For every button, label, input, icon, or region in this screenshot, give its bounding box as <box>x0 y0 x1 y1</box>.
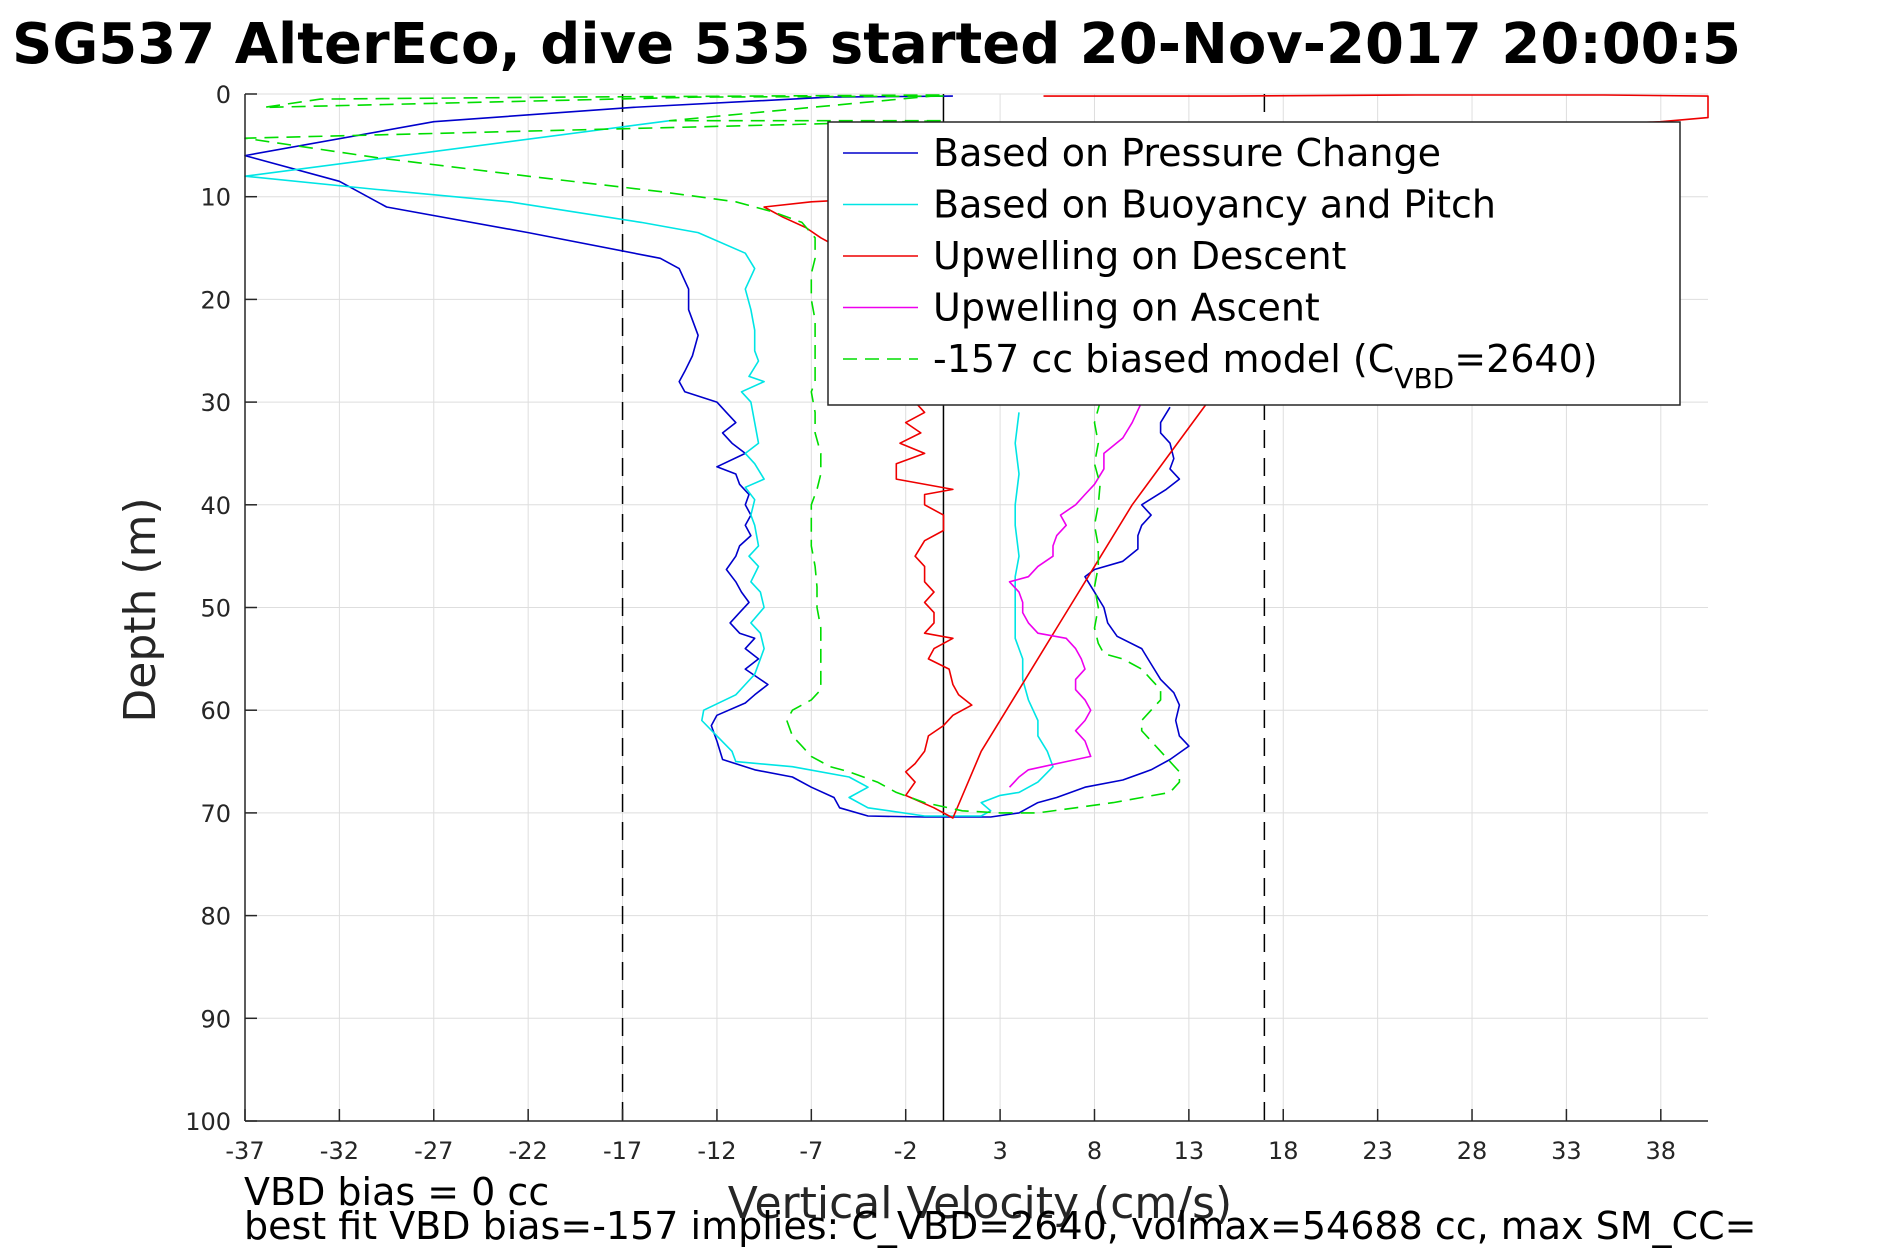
x-tick-label: 18 <box>1268 1137 1299 1165</box>
series-line-4 <box>1008 401 1143 788</box>
x-tick-label: -37 <box>225 1137 264 1165</box>
series-line-2 <box>244 119 1054 817</box>
y-tick-label: 10 <box>200 184 231 212</box>
x-tick-label: -2 <box>894 1137 918 1165</box>
x-tick-label: -17 <box>603 1137 642 1165</box>
y-tick-label: 0 <box>216 81 231 109</box>
x-tick-label: 38 <box>1646 1137 1677 1165</box>
y-tick-label: 50 <box>200 595 231 623</box>
legend-label-1: Based on Pressure Change <box>933 131 1441 175</box>
x-tick-label: -22 <box>509 1137 548 1165</box>
y-axis-label: Depth (m) <box>115 497 166 722</box>
series-line-5 <box>244 94 1181 814</box>
legend-box <box>827 121 1681 406</box>
footer-line-1: VBD bias = 0 cc <box>244 1170 549 1214</box>
series-lines <box>244 94 1709 819</box>
legend-label-2: Based on Buoyancy and Pitch <box>933 183 1496 227</box>
x-tick-label: 23 <box>1362 1137 1393 1165</box>
x-tick-label: 28 <box>1457 1137 1488 1165</box>
y-tick-label: 70 <box>200 800 231 828</box>
y-tick-label: 40 <box>200 492 231 520</box>
x-axis-label: Vertical Velocity (cm/s) <box>728 1178 1232 1229</box>
y-tick-label: 60 <box>200 697 231 725</box>
series-line-1 <box>244 95 1190 818</box>
y-tick-label: 20 <box>200 286 231 314</box>
footer-line-2: best fit VBD bias=-157 implies: C_VBD=26… <box>244 1204 1756 1248</box>
x-tick-label: -32 <box>320 1137 359 1165</box>
x-tick-label: 3 <box>992 1137 1007 1165</box>
x-tick-label: -27 <box>414 1137 453 1165</box>
x-tick-label: 33 <box>1551 1137 1582 1165</box>
x-tick-label: 8 <box>1087 1137 1102 1165</box>
y-tick-label: 80 <box>200 903 231 931</box>
chart-title: SG537 AlterEco, dive 535 started 20-Nov-… <box>12 12 1741 77</box>
x-tick-label: -7 <box>799 1137 823 1165</box>
x-tick-label: 13 <box>1174 1137 1205 1165</box>
legend: Based on Pressure Change Based on Buoyanc… <box>827 121 1681 406</box>
legend-label-4: Upwelling on Ascent <box>933 286 1320 330</box>
x-tick-label: -12 <box>697 1137 736 1165</box>
axis-ticks: -37 -32 -27 -22 -17 -12 -7 -2 3 8 13 18 23 28 33 380102… <box>185 81 1676 1165</box>
y-tick-label: 100 <box>185 1108 231 1136</box>
legend-label-3: Upwelling on Descent <box>933 234 1346 278</box>
y-tick-label: 90 <box>200 1005 231 1033</box>
y-tick-label: 30 <box>200 389 231 417</box>
